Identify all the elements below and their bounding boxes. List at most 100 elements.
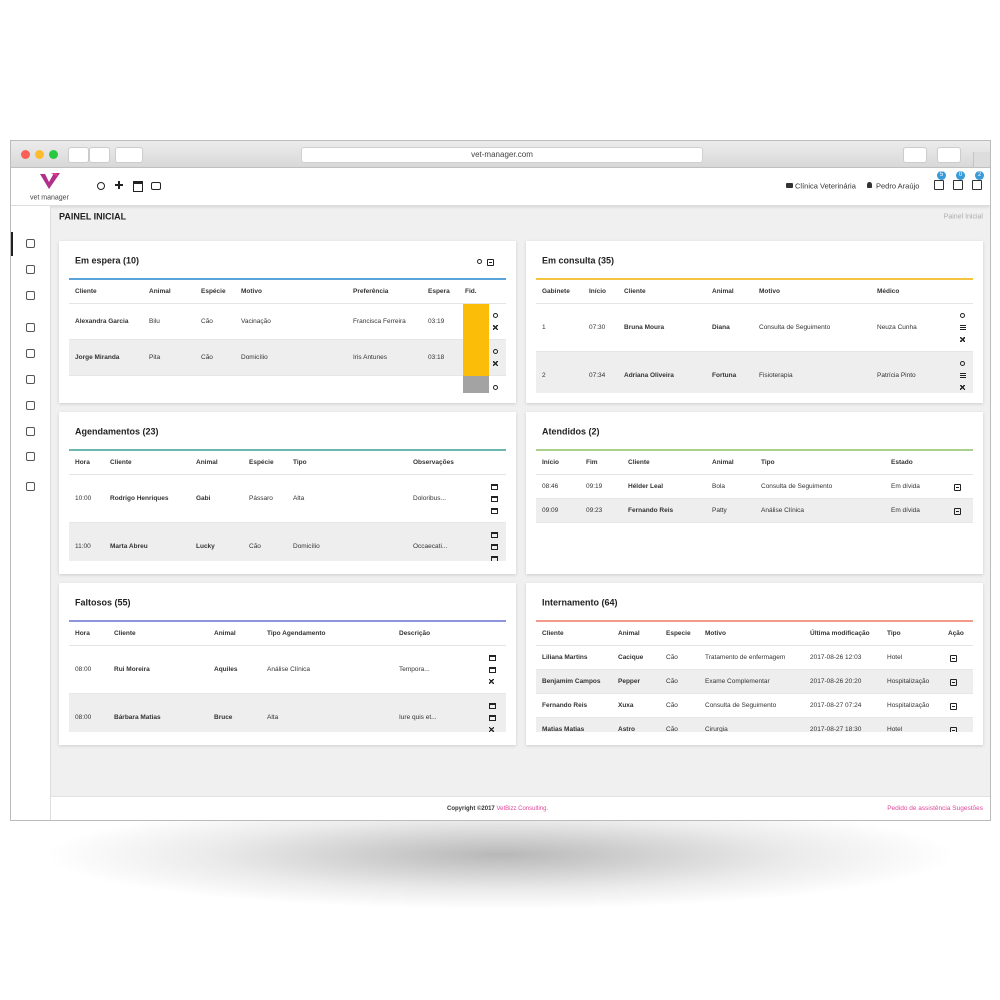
table-cell: Vacinação xyxy=(241,317,271,325)
table-cell: Análise Clínica xyxy=(267,665,310,673)
table-cell: Fernando Reis xyxy=(542,701,588,709)
nav-item[interactable] xyxy=(26,482,35,491)
forward-button[interactable] xyxy=(89,147,110,163)
share-button[interactable] xyxy=(903,147,927,163)
action-icon[interactable] xyxy=(493,385,498,390)
header-divider xyxy=(536,474,973,475)
column-header: Ação xyxy=(948,629,964,637)
action-icon[interactable] xyxy=(960,385,965,390)
add-button[interactable] xyxy=(115,180,123,190)
action-icon[interactable] xyxy=(489,667,496,673)
action-icon[interactable] xyxy=(487,259,494,266)
action-icon[interactable] xyxy=(950,703,957,710)
minimize-button[interactable] xyxy=(35,150,44,159)
company-link[interactable]: VetBizz Consulting. xyxy=(496,806,549,812)
header-line xyxy=(536,278,973,280)
breadcrumb[interactable]: Painel Inicial xyxy=(943,213,983,221)
action-icon[interactable] xyxy=(489,655,496,661)
action-icon[interactable] xyxy=(960,325,966,330)
action-icon[interactable] xyxy=(491,496,498,502)
table-row xyxy=(536,304,973,352)
table-cell: 11:00 xyxy=(75,542,91,550)
action-icon[interactable] xyxy=(960,361,965,366)
table-cell: Tratamento de enfermagem xyxy=(705,653,786,661)
fidelity-indicator xyxy=(463,340,489,376)
nav-item[interactable] xyxy=(26,323,35,332)
action-icon[interactable] xyxy=(954,484,961,491)
column-header: Cliente xyxy=(110,458,132,466)
clinic-name[interactable]: Clínica Veterinária xyxy=(795,181,856,191)
panel: Em consulta (35) Gabinete Início Cliente Ani… xyxy=(526,241,983,403)
nav-item[interactable] xyxy=(26,349,35,358)
column-header: Cliente xyxy=(624,287,646,295)
table-cell: Cão xyxy=(666,653,678,661)
action-icon[interactable] xyxy=(960,373,966,378)
nav-item[interactable] xyxy=(26,427,35,436)
table-row xyxy=(69,340,506,376)
table-cell: Consulta de Seguimento xyxy=(761,482,833,490)
table-cell: Cão xyxy=(666,677,678,685)
back-button[interactable] xyxy=(68,147,89,163)
action-icon[interactable] xyxy=(491,508,498,514)
nav-item[interactable] xyxy=(26,239,35,248)
action-icon[interactable] xyxy=(950,679,957,686)
action-icon[interactable] xyxy=(960,313,965,318)
action-icon[interactable] xyxy=(491,484,498,490)
table-cell: Fernando Reis xyxy=(628,506,674,514)
action-icon[interactable] xyxy=(489,727,494,732)
action-icon[interactable] xyxy=(489,703,496,709)
table-row xyxy=(536,352,973,393)
action-icon[interactable] xyxy=(960,337,965,342)
sidebar-button[interactable] xyxy=(115,147,143,163)
table-cell: Neuza Cunha xyxy=(877,323,917,331)
table-cell: Cacique xyxy=(618,653,644,661)
inbox-button[interactable] xyxy=(151,182,161,190)
action-icon[interactable] xyxy=(489,715,496,721)
action-icon[interactable] xyxy=(493,349,498,354)
action-icon[interactable] xyxy=(493,313,498,318)
action-icon[interactable] xyxy=(950,727,957,732)
nav-item[interactable] xyxy=(26,452,35,461)
column-header: Cliente xyxy=(114,629,136,637)
column-header: Médico xyxy=(877,287,900,295)
calendar-button[interactable] xyxy=(133,181,143,192)
panel: Agendamentos (23) Hora Cliente Animal Espéci… xyxy=(59,412,516,574)
suggestions-link[interactable]: Sugestões xyxy=(952,804,983,812)
nav-item[interactable] xyxy=(26,401,35,410)
action-icon[interactable] xyxy=(493,361,498,366)
notification-icon[interactable] xyxy=(934,180,944,190)
copyright: Copyright ©2017 VetBizz Consulting. xyxy=(447,806,548,812)
new-tab-button[interactable] xyxy=(973,152,990,167)
panel: Faltosos (55) Hora Cliente Animal Tipo Agend… xyxy=(59,583,516,745)
action-icon[interactable] xyxy=(950,655,957,662)
column-header: Início xyxy=(589,287,606,295)
action-icon[interactable] xyxy=(489,679,494,684)
column-header: Espera xyxy=(428,287,450,295)
nav-item[interactable] xyxy=(26,291,35,300)
table-cell: 2017-08-27 18:30 xyxy=(810,725,862,732)
zoom-button[interactable] xyxy=(49,150,58,159)
notification-icon[interactable] xyxy=(953,180,963,190)
add-client-button[interactable] xyxy=(97,182,105,190)
fidelity-indicator xyxy=(463,376,489,393)
action-icon[interactable] xyxy=(491,544,498,550)
action-icon[interactable] xyxy=(493,325,498,330)
table-cell: Bruce xyxy=(214,713,233,721)
user-name[interactable]: Pedro Araújo xyxy=(876,181,920,191)
nav-item[interactable] xyxy=(26,265,35,274)
action-icon[interactable] xyxy=(491,556,498,561)
address-bar[interactable]: vet-manager.com xyxy=(301,147,703,163)
nav-item[interactable] xyxy=(26,375,35,384)
support-link[interactable]: Pedido de assistência xyxy=(887,804,951,812)
tabs-button[interactable] xyxy=(937,147,961,163)
table-cell: Doloribus... xyxy=(413,494,446,502)
close-button[interactable] xyxy=(21,150,30,159)
table-cell: Cão xyxy=(201,317,213,325)
notification-icon[interactable] xyxy=(972,180,982,190)
action-icon[interactable] xyxy=(491,532,498,538)
table-row xyxy=(536,475,973,499)
table-row xyxy=(69,376,506,393)
action-icon[interactable] xyxy=(954,508,961,515)
table-cell: Bárbara Matias xyxy=(114,713,161,721)
action-icon[interactable] xyxy=(477,259,482,264)
